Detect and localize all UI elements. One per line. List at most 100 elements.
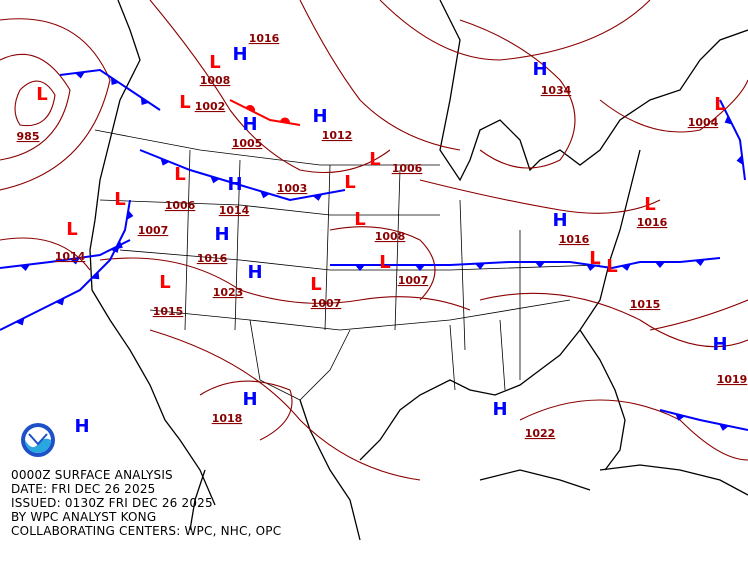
low-pressure-center: L 1003 [277,172,356,195]
cold-front-line [659,409,748,431]
isobar-line [0,53,71,161]
isobars [0,0,748,481]
cold-front-triangle [621,263,631,271]
warm-front-line [229,99,301,126]
center-symbol: L [114,189,125,210]
cold-front-triangle [312,194,323,201]
center-symbol: H [552,210,567,231]
low-pressure-center: L [589,248,600,269]
isobar-line [99,257,471,311]
caption-title: 0000Z SURFACE ANALYSIS [11,468,173,482]
center-symbol: H [712,334,727,355]
isobar-line [299,0,461,151]
center-pressure-value: 1018 [212,412,243,425]
center-symbol: H [242,389,257,410]
center-pressure-value: 1016 [197,252,228,265]
cold-front-triangle [91,271,100,280]
isobar-line [199,380,293,441]
isobar-line [479,292,748,348]
isobar-line [0,237,91,271]
noaa-logo [21,423,55,457]
center-pressure-value: 1023 [213,286,244,299]
center-symbol: L [174,164,185,185]
cold-front-triangle [110,245,120,253]
center-symbol: H [492,399,507,420]
cold-front-triangle [415,265,425,271]
center-pressure-value: 1008 [375,230,406,243]
high-pressure-center: H 1018 [212,389,258,425]
low-pressure-center: L 1007 [310,274,341,310]
center-pressure-value: 985 [17,130,40,143]
cold-front-triangle [20,264,30,271]
center-symbol: H [242,114,257,135]
isobar-line [459,19,576,169]
center-symbol: H [227,174,242,195]
low-pressure-center: L 1015 [606,256,660,311]
low-pressure-center: L 1006 [165,164,196,212]
isobar-line [149,329,421,481]
cold-front-triangle [655,262,665,268]
cold-front-triangle [675,413,685,421]
cold-front-triangle [15,317,25,326]
center-pressure-value: 1007 [398,274,429,287]
center-symbol: L [36,84,47,105]
fronts [0,68,748,431]
high-pressure-center: H 1012 [312,106,352,142]
center-symbol: L [179,92,190,113]
center-symbol: L [606,256,617,277]
center-symbol: H [532,59,547,80]
isobar-line [649,299,748,331]
caption-date: DATE: FRI DEC 26 2025 [11,482,156,496]
center-symbol: L [159,272,170,293]
low-pressure-center: L 1015 [153,272,184,318]
isobar-line [519,399,748,461]
center-pressure-value: 1015 [153,305,184,318]
center-symbol: L [344,172,355,193]
high-pressure-center: H 1016 [552,210,589,246]
cold-front-triangle [724,115,733,125]
cold-front-triangle [160,158,170,166]
cold-front-triangle [260,191,270,199]
high-pressure-center: H 1034 [532,59,571,97]
cold-front-triangle [75,71,85,79]
cold-front-triangle [355,265,365,271]
center-pressure-value: 1014 [219,204,250,217]
caption-issued: ISSUED: 0130Z FRI DEC 26 2025 [11,496,213,510]
isobar-line [599,79,748,133]
center-pressure-value: 1003 [277,182,308,195]
cold-front-triangle [126,210,134,220]
isobar-line [329,226,436,301]
low-pressure-center: L 1006 [369,149,422,175]
cold-front-triangle [719,423,729,431]
cold-front-triangle [70,257,80,265]
center-symbol: L [589,248,600,269]
cold-front-triangle [586,264,596,271]
center-pressure-value: 1012 [322,129,353,142]
center-pressure-value: 1016 [559,233,590,246]
low-pressure-center: L 985 [17,84,48,143]
cold-front-line [719,99,746,181]
cold-front-line [139,149,346,202]
center-pressure-value: 1019 [717,373,748,386]
center-symbol: L [66,219,77,240]
center-symbol: L [369,149,380,170]
political-borders [94,129,601,401]
center-pressure-value: 1022 [525,427,556,440]
isobar-line [14,80,56,127]
center-symbol: L [209,52,220,73]
center-symbol: L [644,194,655,215]
center-pressure-value: 1006 [392,162,423,175]
center-pressure-value: 1015 [630,298,661,311]
center-pressure-value: 1002 [195,100,226,113]
cold-front-triangle [210,176,220,184]
center-pressure-value: 1007 [138,224,169,237]
high-pressure-center: H 1019 [712,334,747,386]
